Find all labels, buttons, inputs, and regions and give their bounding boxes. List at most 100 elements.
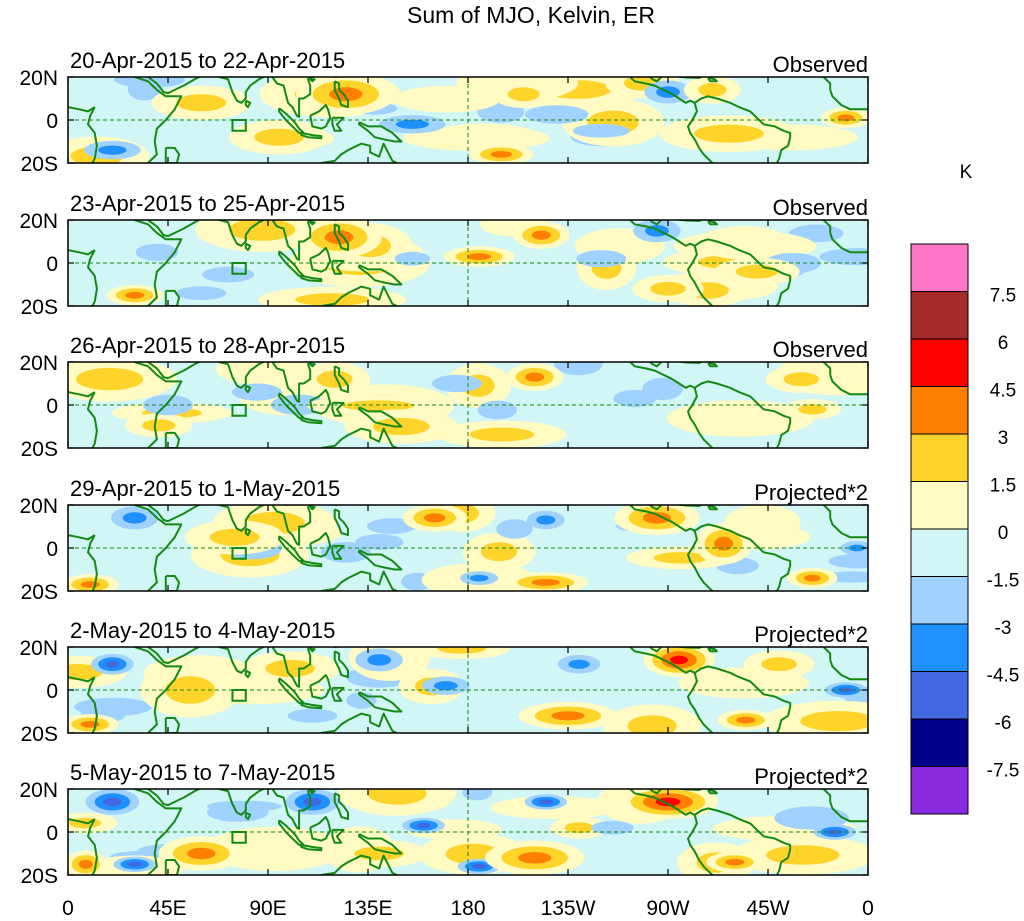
lat-tick-label: 20S xyxy=(21,438,58,461)
coastline xyxy=(147,362,200,380)
coastline xyxy=(829,517,868,539)
lon-tick-label: 0 xyxy=(862,897,874,920)
lon-tick-label: 135W xyxy=(541,897,596,920)
coastline xyxy=(829,659,868,681)
map-panel: 20N 0 20S 5-May-2015 to 7-May-2015 Projected… xyxy=(19,760,869,888)
colorbar-level-label: 3 xyxy=(998,428,1009,449)
coastline xyxy=(218,220,265,247)
contour-blob xyxy=(367,654,391,666)
contour-blob xyxy=(416,822,431,829)
coastline xyxy=(218,789,265,816)
contour-blob xyxy=(693,124,764,143)
panel-kind-label: Projected*2 xyxy=(754,480,868,505)
coastline xyxy=(87,391,98,448)
lat-tick-label: 20S xyxy=(21,581,58,604)
coastline xyxy=(244,384,252,394)
map-panel: 20N 0 20S 23-Apr-2015 to 25-Apr-2015 Observe… xyxy=(19,191,869,319)
anomaly-field xyxy=(68,220,868,306)
contour-blob xyxy=(176,286,227,300)
lat-tick-label: 20S xyxy=(21,296,58,319)
colorbar-level-label: -4.5 xyxy=(987,666,1020,687)
contour-blob xyxy=(496,519,533,539)
coastline xyxy=(333,650,349,679)
coastline xyxy=(68,391,96,398)
contour-blob xyxy=(655,797,681,807)
coastline xyxy=(244,527,252,537)
coastline xyxy=(687,387,714,448)
coastline xyxy=(629,362,696,389)
contour-blob xyxy=(848,544,866,552)
coastline xyxy=(358,406,403,428)
coastline xyxy=(694,380,792,448)
lat-tick-label: 20N xyxy=(19,210,58,233)
coastline xyxy=(321,285,398,306)
coastline xyxy=(629,220,696,247)
lon-tick-label: 180 xyxy=(450,897,485,920)
lat-tick-label: 20S xyxy=(21,153,58,176)
coastline xyxy=(134,362,183,448)
panel-date-range: 2-May-2015 to 4-May-2015 xyxy=(70,618,335,643)
contour-blob xyxy=(490,151,512,158)
coastline xyxy=(271,505,313,546)
coastline xyxy=(164,859,181,875)
map-panel: 20N 0 20S 29-Apr-2015 to 1-May-2015 Projecte… xyxy=(19,476,869,604)
contour-blob xyxy=(122,512,147,524)
coastline xyxy=(68,818,96,825)
coastline xyxy=(649,789,663,795)
contour-blob xyxy=(572,123,630,138)
contour-blob xyxy=(295,293,370,306)
coastline xyxy=(309,104,332,130)
contour-blob xyxy=(564,822,594,834)
coastline xyxy=(321,570,398,591)
coastline xyxy=(271,220,313,261)
contour-blob xyxy=(424,513,446,523)
coastline xyxy=(822,362,832,375)
contour-blob xyxy=(783,372,820,387)
coastline xyxy=(333,223,349,252)
panel-kind-label: Projected*2 xyxy=(754,764,868,789)
colorbar-level-label: 1.5 xyxy=(990,476,1016,497)
colorbar-level-label: 0 xyxy=(998,523,1009,544)
coastline xyxy=(244,811,252,821)
contour-blob xyxy=(114,77,185,88)
coastline xyxy=(358,264,403,286)
contour-blob xyxy=(554,362,603,376)
coastline xyxy=(134,505,183,591)
colorbar-level-label: -7.5 xyxy=(987,761,1020,782)
map-panel: 20N 0 20S 20-Apr-2015 to 22-Apr-2015 Observe… xyxy=(19,48,869,176)
colorbar-level-label: 4.5 xyxy=(990,381,1016,402)
panels: 20N 0 20S 20-Apr-2015 to 22-Apr-2015 Observe… xyxy=(19,48,869,888)
chart-title: Sum of MJO, Kelvin, ER xyxy=(407,2,655,28)
lon-tick-label: 135E xyxy=(343,897,392,920)
coastline xyxy=(244,99,252,109)
anomaly-field xyxy=(68,647,868,733)
coastline xyxy=(244,669,252,679)
colorbar-level-label: -3 xyxy=(995,618,1012,639)
coastline xyxy=(629,647,696,674)
coastline xyxy=(87,106,98,163)
contour-blob xyxy=(798,404,827,415)
coastline xyxy=(694,807,792,875)
coastline xyxy=(707,362,718,368)
lat-tick-label: 20N xyxy=(19,67,58,90)
panel-date-range: 20-Apr-2015 to 22-Apr-2015 xyxy=(70,48,345,73)
coastline xyxy=(687,814,714,875)
coastline xyxy=(68,534,96,541)
contour-blob xyxy=(469,574,489,582)
coastline xyxy=(164,717,181,733)
coastline xyxy=(629,789,696,816)
lat-tick-label: 20N xyxy=(19,637,58,660)
coastline xyxy=(829,232,868,254)
coastline xyxy=(134,789,183,875)
contour-blob xyxy=(366,518,417,534)
coastline xyxy=(333,80,349,109)
contour-blob xyxy=(437,647,487,654)
coastline xyxy=(331,828,345,844)
contour-blob xyxy=(232,383,282,401)
panel-date-range: 26-Apr-2015 to 28-Apr-2015 xyxy=(70,333,345,358)
coastline xyxy=(134,220,183,306)
coastline xyxy=(321,142,398,163)
colorbar-swatch xyxy=(910,481,969,530)
map-panel: 20N 0 20S 2-May-2015 to 4-May-2015 Projected… xyxy=(19,618,869,746)
lat-tick-label: 20S xyxy=(21,865,58,888)
